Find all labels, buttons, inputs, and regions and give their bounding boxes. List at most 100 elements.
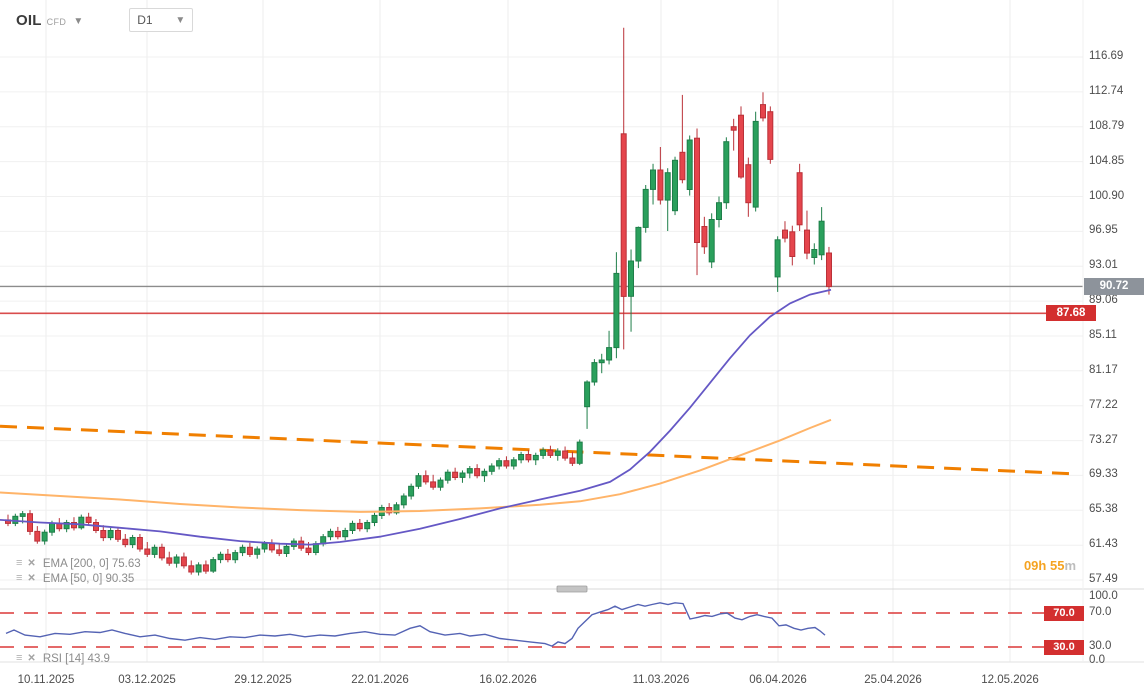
candle-body (268, 543, 275, 551)
candle-body (276, 549, 283, 554)
candle-body (532, 454, 539, 461)
candle-body (818, 220, 825, 256)
countdown-suffix: m (1064, 558, 1076, 573)
indicator-remove-icon[interactable]: ✕ (27, 573, 36, 584)
price-axis-tick: 81.17 (1089, 363, 1118, 376)
candle-body (100, 530, 107, 539)
candle-body (151, 546, 158, 555)
candle-body (804, 229, 810, 254)
candle-body (41, 531, 48, 542)
candle-body (723, 141, 730, 204)
candle-body (415, 475, 422, 487)
candle-body (129, 537, 136, 546)
candle-body (63, 522, 70, 530)
candle-body (202, 564, 209, 572)
candle-body (672, 159, 678, 212)
price-axis-tick: 77.22 (1089, 398, 1118, 411)
candle-body (789, 231, 796, 258)
candle-body (459, 472, 466, 478)
rsi-axis-tick: 70.0 (1089, 606, 1112, 618)
candle-body (547, 449, 554, 456)
candle-body (503, 460, 510, 467)
rsi-axis-tick: 0.0 (1089, 654, 1105, 666)
countdown-value: 09h 55 (1023, 558, 1065, 573)
candle-body (730, 126, 737, 131)
candle-body (188, 565, 195, 573)
date-axis-tick: 11.03.2026 (632, 674, 690, 686)
price-axis-tick: 57.49 (1089, 573, 1118, 586)
date-axis-tick: 03.12.2025 (118, 674, 176, 686)
candle-body (628, 260, 634, 297)
candle-body (71, 522, 77, 529)
legend-row-ema200: ≡ ✕ EMA [200, 0] 75.63 (16, 556, 141, 571)
candle-body (158, 546, 165, 559)
price-axis-tick: 100.90 (1089, 189, 1125, 202)
candle-body (78, 516, 85, 529)
candle-body (752, 120, 759, 208)
legend-row-ema50: ≡ ✕ EMA [50, 0] 90.35 (16, 571, 134, 586)
price-axis-tick: 69.33 (1089, 468, 1118, 481)
candle-body (745, 164, 752, 204)
candle-body (34, 530, 41, 542)
rsi-legend-label: RSI [14] 43.9 (42, 652, 110, 665)
candle-body (422, 475, 429, 483)
price-axis-tick: 65.38 (1089, 503, 1118, 516)
date-axis-tick: 16.02.2026 (479, 674, 537, 686)
instrument-dropdown-caret-icon[interactable]: ▼ (73, 15, 84, 27)
date-axis-tick: 10.11.2025 (17, 674, 75, 686)
timeframe-dropdown[interactable]: D1 ▼ (129, 8, 194, 32)
candle-body (613, 272, 620, 349)
pane-resize-handle[interactable] (556, 585, 588, 593)
indicator-settings-icon[interactable]: ≡ (16, 557, 23, 569)
candle-body (122, 538, 129, 546)
alert-price-badge[interactable]: 87.68 (1046, 305, 1096, 322)
candle-body (12, 515, 19, 524)
price-axis-tick: 93.01 (1089, 259, 1118, 272)
rsi-level-30-badge: 30.0 (1044, 639, 1084, 655)
candle-body (430, 481, 437, 488)
candle-body (386, 507, 393, 514)
candle-body (782, 229, 788, 239)
candle-body (738, 114, 744, 178)
candle-body (481, 470, 488, 477)
candle-body (283, 545, 290, 555)
candle-body (452, 471, 459, 479)
indicator-settings-icon[interactable]: ≡ (16, 652, 23, 664)
ema50-legend-label: EMA [50, 0] 90.35 (42, 572, 135, 585)
indicator-remove-icon[interactable]: ✕ (27, 653, 36, 664)
candle-body (180, 556, 187, 567)
rsi-axis-tick: 100.0 (1089, 590, 1118, 602)
price-axis-tick: 112.74 (1089, 84, 1124, 97)
trendline-dashed[interactable] (0, 424, 1076, 476)
date-axis-tick: 22.01.2026 (351, 674, 409, 686)
candle-body (584, 381, 591, 408)
timeframe-value: D1 (137, 13, 153, 27)
indicator-remove-icon[interactable]: ✕ (27, 558, 36, 569)
candle-body (408, 485, 415, 497)
candle-body (466, 468, 473, 474)
candle-body (437, 479, 444, 488)
rsi-axis-tick: 30.0 (1089, 640, 1112, 652)
ema200-line (0, 418, 832, 513)
candle-body (49, 522, 55, 533)
candle-body (620, 133, 627, 297)
candle-body (136, 537, 143, 550)
candle-body (554, 450, 561, 456)
candle-body (115, 530, 121, 540)
candle-body (774, 239, 781, 278)
price-axis-tick: 108.79 (1089, 119, 1125, 132)
candle-countdown-timer: 09h 55m (1024, 558, 1076, 573)
candle-body (708, 219, 715, 263)
instrument-market-type: CFD (46, 16, 67, 27)
price-axis-tick: 104.85 (1089, 154, 1125, 167)
candle-body (224, 553, 231, 561)
candle-body (598, 359, 605, 364)
price-axis-tick: 85.11 (1089, 329, 1117, 341)
current-price-badge: 90.72 (1084, 277, 1144, 295)
candle-body (650, 169, 656, 190)
indicator-settings-icon[interactable]: ≡ (16, 572, 23, 584)
price-axis-tick: 61.43 (1089, 538, 1118, 551)
instrument-symbol[interactable]: OIL (16, 11, 42, 29)
candle-body (444, 471, 451, 481)
